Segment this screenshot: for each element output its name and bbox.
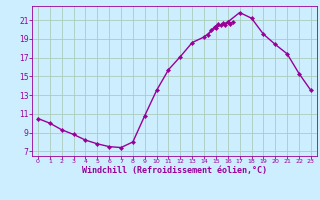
X-axis label: Windchill (Refroidissement éolien,°C): Windchill (Refroidissement éolien,°C) [82,166,267,175]
